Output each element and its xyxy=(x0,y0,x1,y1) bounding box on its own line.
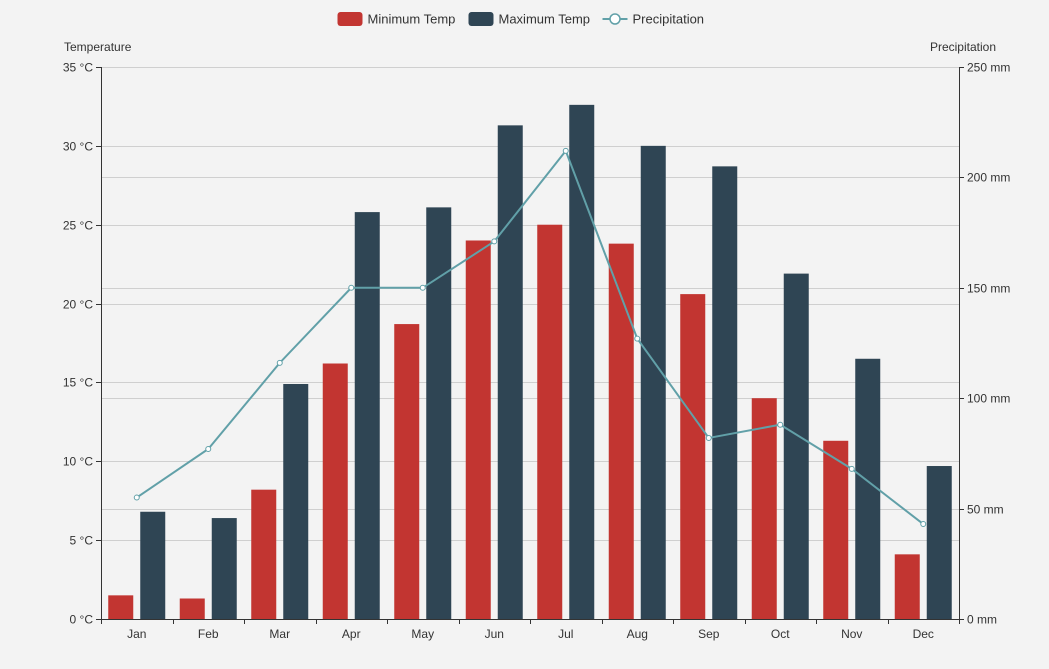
x-tick-label: Jul xyxy=(558,627,573,641)
precipitation-point xyxy=(920,521,927,528)
bar-max-temp xyxy=(712,166,738,620)
y-tick-label-right: 250 mm xyxy=(967,61,1010,75)
bar-max-temp xyxy=(283,384,309,619)
precipitation-point xyxy=(705,434,712,441)
precipitation-point xyxy=(205,445,212,452)
bars xyxy=(108,104,952,620)
x-tick-label: Nov xyxy=(841,627,862,641)
legend-item: Minimum Temp xyxy=(337,12,456,27)
bar-min-temp xyxy=(251,489,277,619)
precipitation-point xyxy=(419,284,426,291)
legend-swatch xyxy=(468,12,494,26)
x-tick-label: Apr xyxy=(342,627,361,641)
bar-min-temp xyxy=(537,224,563,619)
legend-label: Maximum Temp xyxy=(499,12,591,27)
gridlines xyxy=(101,67,959,541)
x-tick-label: Jan xyxy=(127,627,146,641)
bar-min-temp xyxy=(894,554,920,619)
precipitation-line xyxy=(136,148,924,525)
precipitation-point xyxy=(276,359,283,366)
x-tick-label: Feb xyxy=(198,627,219,641)
precipitation-point xyxy=(562,147,569,154)
bar-min-temp xyxy=(322,363,348,619)
precipitation-point xyxy=(777,421,784,428)
bar-min-temp xyxy=(108,595,134,619)
bar-max-temp xyxy=(783,273,809,619)
y-tick-label-left: 30 °C xyxy=(63,140,93,154)
bar-min-temp xyxy=(751,398,777,619)
precipitation-point xyxy=(491,238,498,245)
x-tick-label: Dec xyxy=(913,627,934,641)
legend: Minimum Temp Maximum Temp Precipitation xyxy=(337,12,705,27)
y-tick-label-right: 50 mm xyxy=(967,503,1004,517)
y-axis-title-left: Temperature xyxy=(64,40,132,54)
bar-min-temp xyxy=(680,294,706,619)
precipitation-point xyxy=(133,494,140,501)
x-tick-label: Jun xyxy=(485,627,504,641)
y-tick-label-right: 0 mm xyxy=(967,613,997,627)
y-tick-label-left: 35 °C xyxy=(63,61,93,75)
x-tick-label: May xyxy=(411,627,434,641)
bar-max-temp xyxy=(354,212,380,619)
y-tick-label-left: 20 °C xyxy=(63,298,93,312)
y-tick-label-right: 200 mm xyxy=(967,171,1010,185)
legend-label: Precipitation xyxy=(633,12,705,27)
legend-item: Maximum Temp xyxy=(468,12,591,27)
bar-max-temp xyxy=(211,518,237,619)
precipitation-point xyxy=(848,465,855,472)
precipitation-point xyxy=(634,335,641,342)
y-tick-label-right: 100 mm xyxy=(967,392,1010,406)
legend-line-marker xyxy=(609,13,621,25)
bar-max-temp xyxy=(640,145,666,619)
bar-max-temp xyxy=(926,466,952,619)
precipitation-line-layer xyxy=(133,147,927,528)
x-tick-label: Oct xyxy=(771,627,790,641)
y-tick-label-left: 25 °C xyxy=(63,219,93,233)
x-tick-label: Aug xyxy=(627,627,648,641)
axes: 0 °C 5 °C 10 °C 15 °C 20 °C 25 °C 30 °C 35 °C 0 … xyxy=(63,40,1011,641)
x-tick-label: Mar xyxy=(269,627,290,641)
y-tick-label-left: 10 °C xyxy=(63,455,93,469)
bar-min-temp xyxy=(394,324,420,619)
bar-min-temp xyxy=(608,243,634,619)
bar-max-temp xyxy=(497,125,523,620)
y-tick-label-left: 5 °C xyxy=(70,534,94,548)
y-axis-title-right: Precipitation xyxy=(930,40,996,54)
y-tick-label-right: 150 mm xyxy=(967,282,1010,296)
legend-label: Minimum Temp xyxy=(368,12,456,27)
bar-min-temp xyxy=(823,440,849,619)
bar-max-temp xyxy=(569,104,595,619)
legend-swatch xyxy=(337,12,363,26)
x-tick-label: Sep xyxy=(698,627,720,641)
bar-min-temp xyxy=(179,598,205,619)
legend-item: Precipitation xyxy=(602,12,705,27)
bar-min-temp xyxy=(465,240,491,619)
bar-max-temp xyxy=(140,511,166,619)
bar-max-temp xyxy=(426,207,452,619)
precipitation-point xyxy=(348,284,355,291)
y-tick-label-left: 15 °C xyxy=(63,376,93,390)
y-tick-label-left: 0 °C xyxy=(70,613,94,627)
